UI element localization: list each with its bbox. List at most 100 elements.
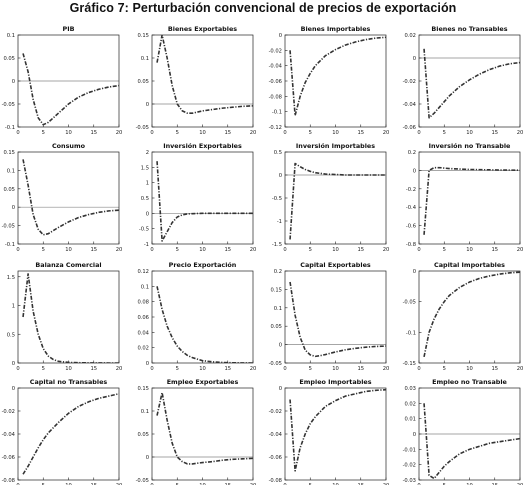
y-tick-label: -0.05 [269,361,282,367]
y-tick-label: -0.06 [403,125,416,131]
x-tick-label: 10 [65,366,72,372]
x-tick-label: 5 [42,483,45,485]
y-tick-label: -0.1 [5,242,15,248]
x-tick-label: 5 [176,483,179,485]
y-tick-label: 0.05 [270,324,282,330]
y-tick-label: 0.04 [137,330,149,336]
y-tick-label: -0.12 [269,125,282,131]
x-tick-label: 15 [491,130,498,136]
y-tick-label: -0.04 [2,432,16,438]
x-tick-label: 10 [199,483,206,485]
y-tick-label: 0.12 [137,269,149,275]
y-tick-label: 0.5 [7,332,15,338]
x-tick-label: 15 [491,366,498,372]
y-tick-label: 0.05 [3,187,15,193]
chart-panel: Bienes Importables 0 -0.02 -0.04 -0.06 -0.08 -… [269,25,390,136]
y-tick-label: 0.05 [137,79,149,85]
chart-panel: Capital no Transables 0 -0.02 -0.04 -0.06 -0.… [2,378,123,485]
y-tick-label: 1.5 [7,275,15,281]
y-tick-label: 0.5 [274,150,282,156]
x-tick-label: 5 [443,130,446,136]
y-tick-label: 0.05 [137,432,149,438]
chart-title: Balanza Comercial [35,261,101,269]
chart-title: Empleo Exportables [167,378,239,386]
x-tick-label: 10 [65,483,72,485]
x-tick-label: 5 [309,366,312,372]
x-tick-label: 0 [16,483,19,485]
x-tick-label: 15 [357,366,364,372]
x-tick-label: 15 [90,247,97,253]
y-tick-label: -0.05 [136,478,149,484]
plot-frame [284,151,387,245]
chart-panel: Empleo Exportables0.150.10.050-0.0505101… [136,378,257,485]
x-tick-label: 5 [443,483,446,485]
chart-title: PIB [63,25,75,33]
y-tick-label: 0 [12,361,15,367]
y-tick-label: -0.02 [269,48,282,54]
plot-frame [17,387,120,481]
y-tick-label: 0.2 [408,150,416,156]
y-tick-label: -1 [144,242,149,248]
chart-panel: Precio Exportación 0.12 0.1 0.08 0.06 0.04 0.0… [137,261,256,372]
y-tick-label: -0.05 [403,300,416,306]
chart-title: Consumo [52,142,86,150]
x-tick-label: 0 [283,366,286,372]
x-tick-label: 0 [150,366,153,372]
y-tick-label: -0.02 [403,463,416,469]
chart-title: Bienes no Transables [431,25,507,33]
x-tick-label: 5 [443,247,446,253]
chart-title: Bienes Exportables [168,25,237,33]
series-line [423,166,520,235]
y-tick-label: -0.05 [136,125,149,131]
y-tick-label: 0.15 [3,150,15,156]
chart-panel: Balanza Comercial 1.5 1 0.5 00 5 10 15 20 [7,261,123,372]
y-tick-label: -0.06 [269,79,282,85]
y-tick-label: -0.4 [406,205,417,211]
plot-frame [17,270,120,364]
plot-frame [151,270,254,364]
y-tick-label: 0 [413,432,416,438]
y-tick-label: 0 [279,386,282,392]
y-tick-label: 0.5 [141,196,149,202]
series-line [156,35,253,114]
y-tick-label: 0.1 [141,284,149,290]
y-tick-label: 0.02 [404,33,416,39]
y-tick-label: -0.04 [269,64,283,70]
y-tick-label: -0.02 [269,409,282,415]
plot-frame [284,34,387,128]
x-tick-label: 15 [224,247,231,253]
x-tick-label: 10 [199,130,206,136]
x-tick-label: 5 [42,247,45,253]
y-tick-label: 0.15 [137,386,149,392]
y-tick-label: 0.1 [141,409,149,415]
x-tick-label: 10 [332,247,339,253]
y-tick-label: 0.08 [137,300,149,306]
series-line [156,161,253,242]
y-tick-label: 0 [12,386,15,392]
x-tick-label: 15 [357,247,364,253]
chart-panel: Empleo Importables0-0.02-0.04-0.06-0.080… [269,378,390,485]
y-tick-label: -0.01 [403,447,416,453]
x-tick-label: 20 [116,366,123,372]
x-tick-label: 0 [150,130,153,136]
x-tick-label: 10 [332,366,339,372]
y-tick-label: -0.5 [272,196,282,202]
series-line [22,273,119,363]
y-tick-label: 1 [12,304,15,310]
y-tick-label: 0 [279,343,282,349]
x-tick-label: 15 [491,247,498,253]
series-line [289,388,386,472]
x-tick-label: 20 [116,247,123,253]
y-tick-label: -1 [277,219,282,225]
y-tick-label: 0.1 [7,33,15,39]
x-tick-label: 20 [116,483,123,485]
x-tick-label: 10 [466,130,473,136]
y-tick-label: 0 [413,269,416,275]
x-tick-label: 10 [466,366,473,372]
y-tick-label: -0.08 [269,478,282,484]
x-tick-label: 20 [250,247,257,253]
x-tick-label: 20 [250,366,257,372]
y-tick-label: -0.1 [272,110,282,116]
